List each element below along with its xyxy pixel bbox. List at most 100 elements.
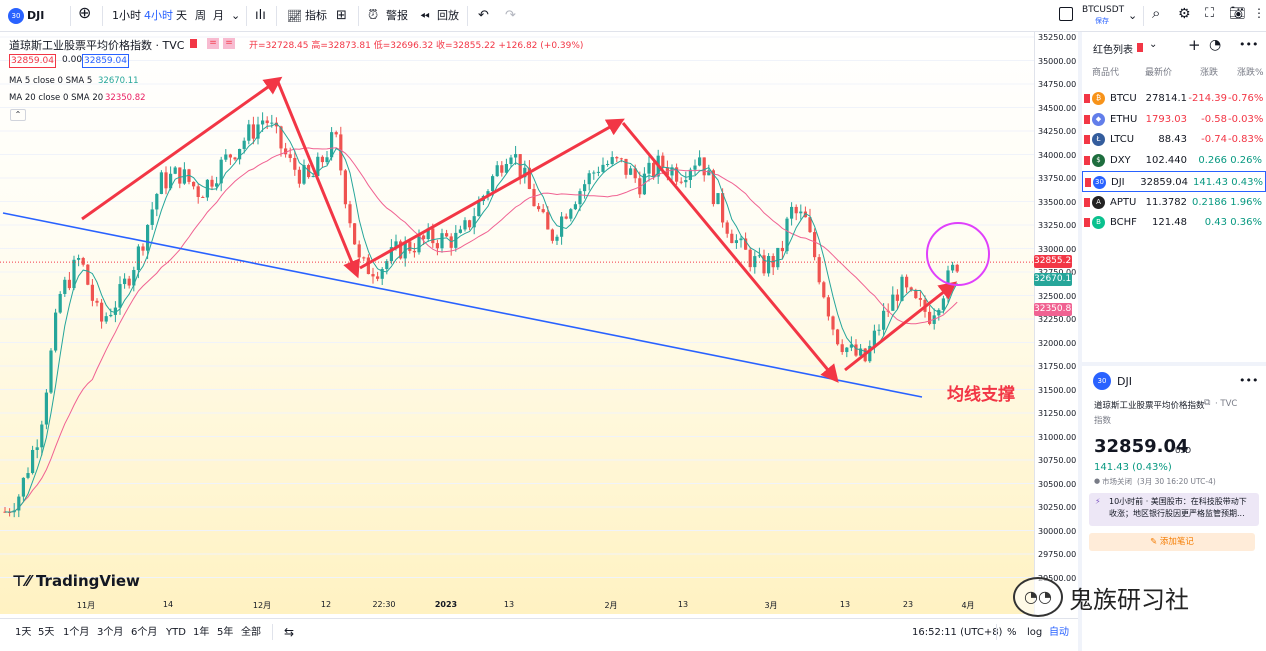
interval-week[interactable]: 周 (195, 9, 206, 22)
more-icon[interactable]: ••• (1239, 374, 1259, 387)
watchlist-row[interactable]: 30 DJI 32859.04 141.43 0.43% (1082, 170, 1266, 192)
indicators-icon[interactable]: 📈︎ (287, 9, 303, 23)
range-1d[interactable]: 1天 (15, 627, 32, 638)
equal-icon[interactable]: = (207, 38, 219, 49)
price-axis[interactable]: 35250.00 35000.00 34750.00 34500.00 34250.00… (1034, 32, 1078, 614)
auto-toggle[interactable]: 自动 (1049, 627, 1069, 638)
flag-icon[interactable] (1084, 156, 1090, 166)
redo-icon[interactable]: ↷ (505, 8, 516, 23)
chart-pane[interactable]: 道琼斯工业股票平均价格指数 · TVC = = 开=32728.45 高=328… (0, 32, 1034, 614)
symbol-badge[interactable]: 30 (8, 8, 24, 24)
watchlist-title[interactable]: 红色列表 (1093, 45, 1133, 56)
ask-box[interactable]: 32859.04 (82, 54, 129, 68)
fullscreen-icon[interactable]: ⛶ (1205, 6, 1215, 21)
col-chg[interactable]: 涨跌 (1200, 68, 1219, 78)
more-icon[interactable]: ⋮ (1253, 6, 1265, 20)
interval-1h[interactable]: 1小时 (112, 9, 141, 22)
watchlist-row[interactable]: B BCHF 121.48 0.43 0.36% (1082, 212, 1266, 233)
external-link-icon[interactable]: ⧉ (1204, 398, 1211, 408)
trend-arrow (844, 281, 958, 372)
range-5d[interactable]: 5天 (38, 627, 55, 638)
compare-symbol[interactable]: BTCUSDT (1082, 5, 1125, 15)
flag-icon[interactable] (1084, 94, 1090, 103)
time-axis[interactable]: 11月 14 12月 12 22:30 2023 13 2月 13 3月 13 23 4月 (0, 598, 1034, 614)
time-tick-label: 13 (503, 600, 515, 609)
time-tick-label: 12 (320, 600, 332, 609)
interval-day[interactable]: 天 (176, 9, 187, 22)
indicators-button[interactable]: 指标 (305, 9, 327, 22)
alert-icon[interactable]: ⏰︎ (368, 8, 379, 23)
row-chgp: -0.03% (1228, 113, 1264, 125)
interval-4h[interactable]: 4小时 (144, 9, 173, 22)
flag-icon[interactable] (1137, 43, 1143, 52)
news-card[interactable]: ⚡ 10小时前 · 美国股市：在科技股带动下收涨；地区银行股因更严格监管预期..… (1089, 493, 1259, 526)
range-1y[interactable]: 1年 (193, 627, 210, 638)
collapse-legend-icon[interactable]: ⌃ (10, 109, 26, 121)
watchlist-row[interactable]: ₿ BTCU 27814.1 -214.39 -0.76% (1082, 88, 1266, 109)
annotation-text[interactable]: 均线支撑 (947, 385, 1015, 405)
more-icon[interactable]: ••• (1239, 38, 1259, 51)
flag-icon[interactable] (1085, 177, 1091, 187)
add-symbol-icon[interactable]: ⊕ (78, 3, 92, 22)
clock-icon[interactable]: ◔ (1209, 37, 1222, 53)
goto-date-icon[interactable]: ⇆ (284, 625, 295, 639)
bid-box[interactable]: 32859.04 (9, 54, 56, 68)
replay-icon[interactable]: ⏪︎ (420, 9, 430, 23)
range-5y[interactable]: 5年 (217, 627, 234, 638)
layout-icon[interactable]: ⊞ (336, 8, 347, 23)
log-toggle[interactable]: log (1027, 627, 1043, 638)
col-symbol[interactable]: 商品代 (1092, 68, 1120, 78)
symbol-search-button[interactable]: DJI (27, 9, 45, 22)
save-label[interactable]: 保存 (1095, 17, 1109, 25)
candle-body (670, 167, 674, 176)
equal-icon[interactable]: = (223, 38, 235, 49)
flag-icon[interactable] (1084, 218, 1090, 228)
col-last[interactable]: 最新价 (1145, 68, 1173, 78)
col-chgp[interactable]: 涨跌% (1237, 68, 1264, 78)
candle-body (343, 170, 347, 205)
interval-month[interactable]: 月 (213, 9, 224, 22)
candles-icon[interactable]: ılı (255, 8, 266, 23)
flag-icon[interactable] (190, 39, 197, 48)
alert-button[interactable]: 警报 (386, 9, 408, 22)
flag-icon[interactable] (1084, 114, 1090, 124)
price-tick-label: 30750.00 (1038, 456, 1077, 465)
flag-icon[interactable] (1084, 135, 1090, 145)
candle-body (58, 293, 62, 313)
chevron-down-icon[interactable]: ⌄ (1128, 9, 1138, 22)
price-tick-label: 30500.00 (1038, 479, 1077, 489)
replay-button[interactable]: 回放 (437, 9, 459, 22)
gear-icon[interactable]: ⚙ (1178, 6, 1191, 22)
add-symbol-icon[interactable]: + (1188, 36, 1201, 54)
camera-icon[interactable]: 📷︎ (1229, 6, 1246, 21)
chevron-down-icon[interactable]: ⌄ (231, 9, 241, 22)
candle-body (619, 158, 623, 160)
candle-body (877, 329, 881, 331)
range-1m[interactable]: 1个月 (63, 627, 90, 638)
search-icon[interactable]: ⌕ (1152, 4, 1161, 22)
candle-body (362, 257, 366, 259)
checkbox-icon[interactable] (1059, 7, 1073, 21)
watchlist-row[interactable]: A APTU 11.3782 0.2186 1.96% (1082, 192, 1266, 213)
chevron-down-icon[interactable]: ⌄ (1149, 39, 1158, 50)
range-ytd[interactable]: YTD (166, 627, 186, 638)
watchlist-row[interactable]: $ DXY 102.440 0.266 0.26% (1082, 150, 1266, 171)
range-6m[interactable]: 6个月 (131, 627, 158, 638)
row-last: 88.43 (1158, 134, 1187, 146)
candle-body (472, 216, 476, 228)
percent-toggle[interactable]: % (1007, 627, 1017, 638)
flag-icon[interactable] (1084, 197, 1090, 207)
undo-icon[interactable]: ↶ (478, 8, 489, 23)
clock[interactable]: 16:52:11 (UTC+8) (912, 627, 1003, 638)
range-all[interactable]: 全部 (241, 627, 261, 638)
watchlist-row[interactable]: Ł LTCU 88.43 -0.74 -0.83% (1082, 129, 1266, 150)
price-chart[interactable] (0, 32, 1034, 614)
detail-name[interactable]: 道琼斯工业股票平均价格指数 (1094, 401, 1205, 411)
candle-body (468, 220, 472, 228)
candle-body (831, 316, 835, 330)
add-note-button[interactable]: ✎ 添加笔记 (1089, 533, 1255, 551)
range-3m[interactable]: 3个月 (97, 627, 124, 638)
top-toolbar: 30 DJI ⊕ 1小时 4小时 天 周 月 ⌄ ılı 📈︎ 指标 ⊞ ⏰︎ … (0, 0, 1266, 32)
watchlist-row[interactable]: ◆ ETHU 1793.03 -0.58 -0.03% (1082, 109, 1266, 130)
detail-symbol[interactable]: DJI (1117, 375, 1132, 388)
